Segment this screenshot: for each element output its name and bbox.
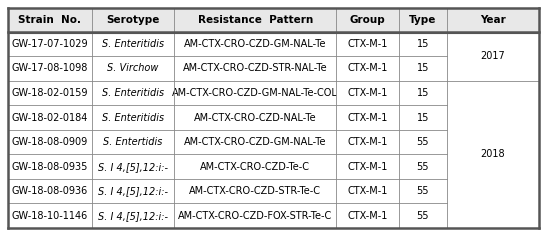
Text: AM-CTX-CRO-CZD-FOX-STR-Te-C: AM-CTX-CRO-CZD-FOX-STR-Te-C xyxy=(178,211,333,221)
Text: S. Enteritidis: S. Enteritidis xyxy=(102,88,164,98)
Text: 2018: 2018 xyxy=(480,149,505,159)
Text: GW-18-08-0935: GW-18-08-0935 xyxy=(12,162,88,172)
Text: 55: 55 xyxy=(416,211,429,221)
Text: S. Virchow: S. Virchow xyxy=(107,63,159,73)
Text: AM-CTX-CRO-CZD-STR-NAL-Te: AM-CTX-CRO-CZD-STR-NAL-Te xyxy=(183,63,328,73)
Text: 15: 15 xyxy=(416,63,429,73)
Text: Strain  No.: Strain No. xyxy=(19,15,82,25)
Text: CTX-M-1: CTX-M-1 xyxy=(347,137,388,147)
Text: S. Enteritidis: S. Enteritidis xyxy=(102,113,164,122)
Text: 55: 55 xyxy=(416,162,429,172)
Text: S. Enteritidis: S. Enteritidis xyxy=(102,39,164,49)
Bar xyxy=(8,179,539,203)
Text: Type: Type xyxy=(409,15,437,25)
Text: S. I 4,[5],12:i:-: S. I 4,[5],12:i:- xyxy=(98,162,168,172)
Text: S. Entertidis: S. Entertidis xyxy=(103,137,163,147)
Bar xyxy=(8,32,539,56)
Text: GW-17-08-1098: GW-17-08-1098 xyxy=(12,63,88,73)
Text: Serotype: Serotype xyxy=(106,15,160,25)
Text: 15: 15 xyxy=(416,88,429,98)
Text: AM-CTX-CRO-CZD-Te-C: AM-CTX-CRO-CZD-Te-C xyxy=(200,162,310,172)
Bar xyxy=(8,56,539,81)
Text: S. I 4,[5],12:i:-: S. I 4,[5],12:i:- xyxy=(98,186,168,196)
Text: CTX-M-1: CTX-M-1 xyxy=(347,88,388,98)
Text: 15: 15 xyxy=(416,39,429,49)
Text: Group: Group xyxy=(350,15,386,25)
Text: GW-18-02-0159: GW-18-02-0159 xyxy=(11,88,88,98)
Text: GW-17-07-1029: GW-17-07-1029 xyxy=(11,39,88,49)
Text: 55: 55 xyxy=(416,186,429,196)
Text: CTX-M-1: CTX-M-1 xyxy=(347,63,388,73)
Text: Year: Year xyxy=(480,15,505,25)
Text: CTX-M-1: CTX-M-1 xyxy=(347,113,388,122)
Bar xyxy=(8,130,539,154)
Text: CTX-M-1: CTX-M-1 xyxy=(347,186,388,196)
Text: 15: 15 xyxy=(416,113,429,122)
Bar xyxy=(8,81,539,105)
Bar xyxy=(447,32,538,80)
Text: CTX-M-1: CTX-M-1 xyxy=(347,211,388,221)
Text: GW-18-10-1146: GW-18-10-1146 xyxy=(12,211,88,221)
Text: 55: 55 xyxy=(416,137,429,147)
Text: AM-CTX-CRO-CZD-GM-NAL-Te: AM-CTX-CRO-CZD-GM-NAL-Te xyxy=(184,137,327,147)
Text: AM-CTX-CRO-CZD-GM-NAL-Te-COL: AM-CTX-CRO-CZD-GM-NAL-Te-COL xyxy=(172,88,338,98)
Text: GW-18-02-0184: GW-18-02-0184 xyxy=(12,113,88,122)
Text: CTX-M-1: CTX-M-1 xyxy=(347,162,388,172)
Text: CTX-M-1: CTX-M-1 xyxy=(347,39,388,49)
Text: S. I 4,[5],12:i:-: S. I 4,[5],12:i:- xyxy=(98,211,168,221)
Text: Resistance  Pattern: Resistance Pattern xyxy=(197,15,313,25)
Bar xyxy=(8,8,539,32)
Bar xyxy=(447,81,538,228)
Bar xyxy=(8,203,539,228)
Text: AM-CTX-CRO-CZD-GM-NAL-Te: AM-CTX-CRO-CZD-GM-NAL-Te xyxy=(184,39,327,49)
Bar xyxy=(8,154,539,179)
Text: AM-CTX-CRO-CZD-NAL-Te: AM-CTX-CRO-CZD-NAL-Te xyxy=(194,113,317,122)
Text: GW-18-08-0936: GW-18-08-0936 xyxy=(12,186,88,196)
Text: GW-18-08-0909: GW-18-08-0909 xyxy=(12,137,88,147)
Bar xyxy=(8,105,539,130)
Text: 2017: 2017 xyxy=(480,51,505,61)
Text: AM-CTX-CRO-CZD-STR-Te-C: AM-CTX-CRO-CZD-STR-Te-C xyxy=(189,186,321,196)
